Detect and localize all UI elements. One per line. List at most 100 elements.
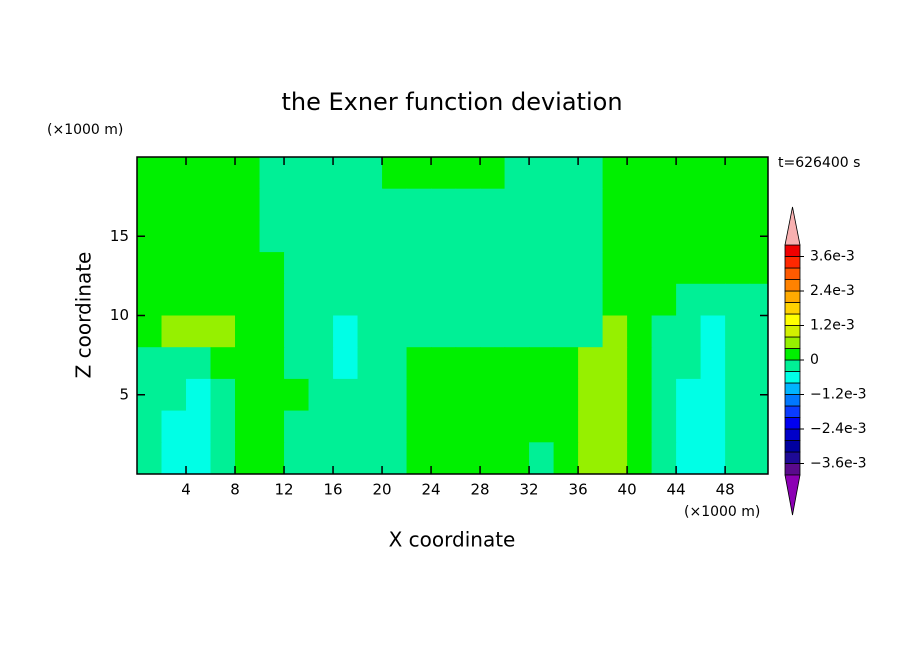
contour-cell	[259, 315, 285, 348]
contour-cell	[308, 347, 334, 380]
contour-cell	[602, 188, 628, 221]
contour-cell	[529, 188, 555, 221]
contour-cell	[455, 378, 481, 412]
contour-cell	[284, 315, 310, 348]
contour-cell	[235, 442, 261, 474]
contour-cell	[210, 442, 236, 474]
contour-cell	[480, 220, 506, 253]
contour-cell	[357, 220, 383, 253]
contour-cell	[676, 220, 702, 253]
contour-cell	[161, 188, 187, 221]
contour-cell	[504, 442, 530, 474]
x-tick-label: 12	[274, 481, 293, 499]
contour-cell	[480, 347, 506, 380]
contour-cell	[308, 315, 334, 348]
contour-cell	[284, 157, 310, 190]
contour-cell	[284, 188, 310, 221]
contour-cell	[700, 410, 726, 443]
contour-cell	[161, 220, 187, 253]
contour-cell	[235, 315, 261, 348]
contour-cell	[308, 220, 334, 253]
chart-title: the Exner function deviation	[281, 88, 622, 116]
colorbar-box	[784, 256, 801, 269]
contour-cell	[186, 252, 212, 285]
x-tick-label: 8	[230, 481, 240, 499]
contour-cell	[651, 347, 677, 380]
contour-cell	[186, 157, 212, 190]
contour-cell	[235, 252, 261, 285]
colorbar-label: −2.4e-3	[810, 421, 867, 437]
colorbar-under	[784, 474, 801, 516]
x-tick-label: 20	[373, 481, 392, 499]
contour-cell	[137, 188, 163, 221]
contour-cell	[602, 157, 628, 190]
contour-cell	[455, 410, 481, 443]
contour-cell	[749, 157, 768, 190]
contour-cell	[480, 188, 506, 221]
x-unit: (×1000 m)	[684, 504, 760, 520]
contour-cell	[749, 188, 768, 221]
contour-cell	[700, 442, 726, 474]
contour-field	[137, 157, 768, 474]
contour-cell	[504, 410, 530, 443]
contour-cell	[186, 442, 212, 474]
contour-cell	[627, 252, 653, 285]
contour-cell	[284, 410, 310, 443]
colorbar-box	[784, 290, 801, 303]
x-axis-label: X coordinate	[389, 528, 516, 552]
contour-cell	[627, 315, 653, 348]
colorbar-box	[784, 336, 801, 349]
contour-cell	[210, 157, 236, 190]
contour-cell	[578, 347, 604, 380]
contour-cell	[676, 157, 702, 190]
contour-cell	[259, 347, 285, 380]
contour-cell	[602, 220, 628, 253]
contour-cell	[137, 347, 163, 380]
contour-cell	[406, 283, 432, 317]
contour-cell	[529, 157, 555, 190]
contour-cell	[406, 188, 432, 221]
contour-cell	[504, 283, 530, 317]
contour-cell	[749, 283, 768, 317]
contour-cell	[210, 410, 236, 443]
contour-cell	[676, 283, 702, 317]
colorbar-box	[784, 348, 801, 361]
contour-cell	[578, 378, 604, 412]
contour-cell	[676, 378, 702, 412]
contour-cell	[284, 252, 310, 285]
contour-cell	[235, 220, 261, 253]
contour-cell	[406, 442, 432, 474]
contour-cell	[431, 315, 457, 348]
colorbar-box	[784, 279, 801, 292]
x-tick-label: 44	[667, 481, 686, 499]
contour-cell	[357, 252, 383, 285]
contour-cell	[749, 220, 768, 253]
x-tick-label: 24	[422, 481, 441, 499]
contour-cell	[137, 315, 163, 348]
contour-cell	[259, 442, 285, 474]
contour-cell	[186, 378, 212, 412]
contour-cell	[284, 220, 310, 253]
contour-cell	[700, 220, 726, 253]
contour-cell	[504, 315, 530, 348]
contour-cell	[480, 252, 506, 285]
contour-cell	[455, 188, 481, 221]
contour-cell	[504, 220, 530, 253]
contour-cell	[725, 220, 751, 253]
contour-cell	[602, 347, 628, 380]
y-tick-label: 5	[119, 385, 129, 403]
contour-cell	[210, 347, 236, 380]
contour-cell	[406, 347, 432, 380]
colorbar-box	[784, 267, 801, 280]
contour-cell	[553, 188, 579, 221]
contour-cell	[700, 378, 726, 412]
colorbar-box	[784, 428, 801, 441]
contour-cell	[210, 378, 236, 412]
colorbar-box	[784, 451, 801, 464]
contour-cell	[284, 378, 310, 412]
contour-cell	[333, 347, 359, 380]
contour-cell	[161, 252, 187, 285]
contour-cell	[700, 347, 726, 380]
contour-cell	[186, 283, 212, 317]
contour-cell	[455, 220, 481, 253]
